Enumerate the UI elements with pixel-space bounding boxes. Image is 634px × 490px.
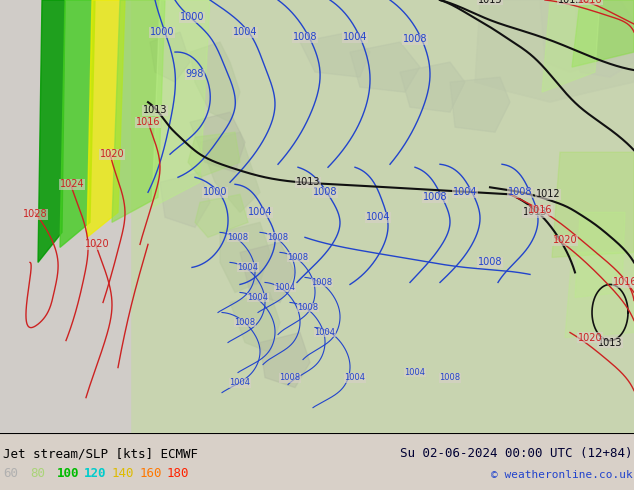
Text: 80: 80 (30, 466, 46, 480)
Text: 1008: 1008 (478, 257, 502, 268)
Polygon shape (350, 42, 420, 92)
Text: 1004: 1004 (366, 212, 391, 222)
Polygon shape (160, 172, 210, 227)
Text: 1008: 1008 (439, 373, 460, 382)
Text: © weatheronline.co.uk: © weatheronline.co.uk (491, 470, 633, 480)
Polygon shape (300, 32, 370, 77)
Text: 1008: 1008 (235, 318, 256, 327)
Text: 1020: 1020 (85, 240, 109, 249)
Polygon shape (195, 195, 248, 237)
Text: 1013: 1013 (478, 0, 502, 5)
Text: 1008: 1008 (403, 34, 427, 44)
Text: 1004: 1004 (343, 32, 367, 42)
Text: 140: 140 (112, 466, 134, 480)
Text: 1004: 1004 (275, 283, 295, 292)
Text: 1020: 1020 (578, 333, 602, 343)
Text: 1008: 1008 (268, 233, 288, 242)
Polygon shape (475, 0, 634, 102)
Polygon shape (575, 212, 625, 297)
Text: 1020: 1020 (100, 149, 124, 159)
Text: 1012: 1012 (536, 189, 560, 199)
Text: 180: 180 (167, 466, 189, 480)
Text: 998: 998 (186, 69, 204, 79)
Polygon shape (552, 152, 634, 257)
Text: 120: 120 (84, 466, 107, 480)
Polygon shape (450, 77, 510, 132)
Text: 60: 60 (3, 466, 18, 480)
Text: 1008: 1008 (313, 187, 337, 197)
Text: 1004: 1004 (247, 293, 269, 302)
Polygon shape (0, 0, 130, 433)
Text: Jet stream/SLP [kts] ECMWF: Jet stream/SLP [kts] ECMWF (3, 447, 198, 460)
Text: 1004: 1004 (453, 187, 477, 197)
Text: 1008: 1008 (293, 32, 317, 42)
Text: 1004: 1004 (238, 263, 259, 272)
Text: 1008: 1008 (508, 187, 533, 197)
Polygon shape (87, 0, 125, 237)
Polygon shape (260, 333, 310, 388)
Polygon shape (220, 222, 270, 293)
Text: 1013: 1013 (558, 0, 582, 5)
Text: Su 02-06-2024 00:00 UTC (12+84): Su 02-06-2024 00:00 UTC (12+84) (400, 447, 633, 460)
Polygon shape (542, 0, 600, 92)
Polygon shape (565, 252, 634, 338)
Text: 1004: 1004 (230, 378, 250, 387)
Polygon shape (200, 132, 260, 212)
Text: 160: 160 (139, 466, 162, 480)
Polygon shape (572, 0, 634, 67)
Text: 1008: 1008 (287, 253, 309, 262)
Polygon shape (188, 132, 240, 177)
Text: 1013: 1013 (598, 338, 622, 347)
Text: 1008: 1008 (423, 192, 447, 202)
Text: 1008: 1008 (297, 303, 318, 312)
Polygon shape (230, 293, 280, 352)
Text: 1016: 1016 (612, 277, 634, 288)
Text: 1008: 1008 (280, 373, 301, 382)
Polygon shape (150, 32, 190, 82)
Text: 1008: 1008 (311, 278, 333, 287)
Text: 1004: 1004 (314, 328, 335, 337)
Text: 1020: 1020 (553, 235, 578, 245)
Polygon shape (575, 0, 634, 77)
Text: 1008: 1008 (228, 233, 249, 242)
Polygon shape (240, 243, 295, 302)
Text: 1016: 1016 (527, 205, 552, 215)
Text: 1013: 1013 (143, 105, 167, 115)
Text: 1000: 1000 (203, 187, 227, 197)
Polygon shape (60, 0, 95, 247)
Text: 1013: 1013 (295, 177, 320, 187)
Text: 1004: 1004 (344, 373, 365, 382)
Polygon shape (540, 0, 634, 72)
Polygon shape (38, 0, 65, 263)
Text: 1004: 1004 (248, 207, 272, 218)
Text: 1016: 1016 (578, 0, 602, 5)
Text: 1004: 1004 (404, 368, 425, 377)
Text: 1000: 1000 (180, 12, 204, 22)
Polygon shape (400, 62, 465, 112)
Text: 1028: 1028 (23, 209, 48, 220)
Text: 100: 100 (57, 466, 79, 480)
Polygon shape (130, 0, 634, 433)
Text: 1000: 1000 (150, 27, 174, 37)
Text: 1024: 1024 (60, 179, 84, 189)
Text: 1013: 1013 (523, 207, 547, 218)
Polygon shape (190, 42, 240, 122)
Polygon shape (190, 112, 245, 172)
Text: 1004: 1004 (233, 27, 257, 37)
Polygon shape (112, 0, 165, 222)
Polygon shape (152, 0, 210, 207)
Text: 1016: 1016 (136, 117, 160, 127)
